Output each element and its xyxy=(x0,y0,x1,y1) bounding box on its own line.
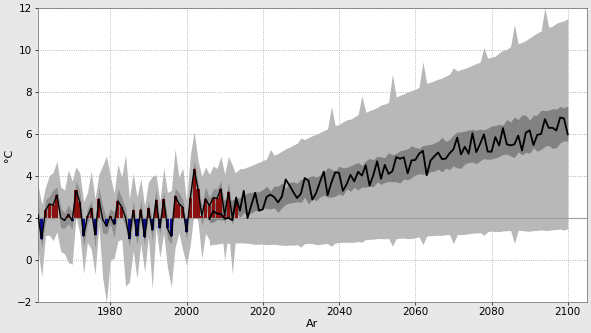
Bar xyxy=(154,200,158,218)
Bar xyxy=(216,198,219,218)
Bar xyxy=(196,189,200,218)
Bar xyxy=(139,209,142,218)
Bar xyxy=(170,218,173,236)
Bar xyxy=(82,218,85,236)
Bar xyxy=(162,199,165,218)
Bar xyxy=(223,215,226,218)
Bar xyxy=(193,169,196,218)
Bar xyxy=(78,202,82,218)
Bar xyxy=(101,218,104,219)
Bar xyxy=(86,216,89,218)
Bar xyxy=(44,210,47,218)
Bar xyxy=(200,215,203,218)
Bar xyxy=(63,218,66,220)
Bar xyxy=(98,199,100,218)
Bar xyxy=(227,192,230,218)
Bar xyxy=(212,197,215,218)
Bar xyxy=(181,207,184,218)
X-axis label: Ar: Ar xyxy=(306,319,319,329)
Bar xyxy=(143,218,146,237)
Bar xyxy=(166,218,169,228)
Bar xyxy=(40,218,43,239)
Bar xyxy=(132,210,135,218)
Bar xyxy=(219,189,222,218)
Bar xyxy=(48,204,51,218)
Bar xyxy=(120,207,124,218)
Bar xyxy=(90,208,93,218)
Bar xyxy=(116,201,119,218)
Bar xyxy=(235,202,238,218)
Bar xyxy=(151,218,154,230)
Bar xyxy=(105,218,108,226)
Bar xyxy=(128,218,131,239)
Bar xyxy=(124,217,127,218)
Bar xyxy=(147,208,150,218)
Bar xyxy=(113,218,116,224)
Bar xyxy=(74,190,77,218)
Bar xyxy=(189,197,192,218)
Bar xyxy=(135,218,138,236)
Bar xyxy=(37,215,40,218)
Bar xyxy=(93,218,96,235)
Bar xyxy=(158,218,161,228)
Bar xyxy=(185,218,188,232)
Bar xyxy=(51,205,54,218)
Bar xyxy=(67,214,70,218)
Bar xyxy=(174,196,177,218)
Bar xyxy=(208,206,211,218)
Bar xyxy=(230,217,234,218)
Y-axis label: °C: °C xyxy=(4,149,14,162)
Bar xyxy=(177,204,180,218)
Bar xyxy=(204,199,207,218)
Bar xyxy=(56,195,59,218)
Bar xyxy=(71,218,74,221)
Bar xyxy=(109,216,112,218)
